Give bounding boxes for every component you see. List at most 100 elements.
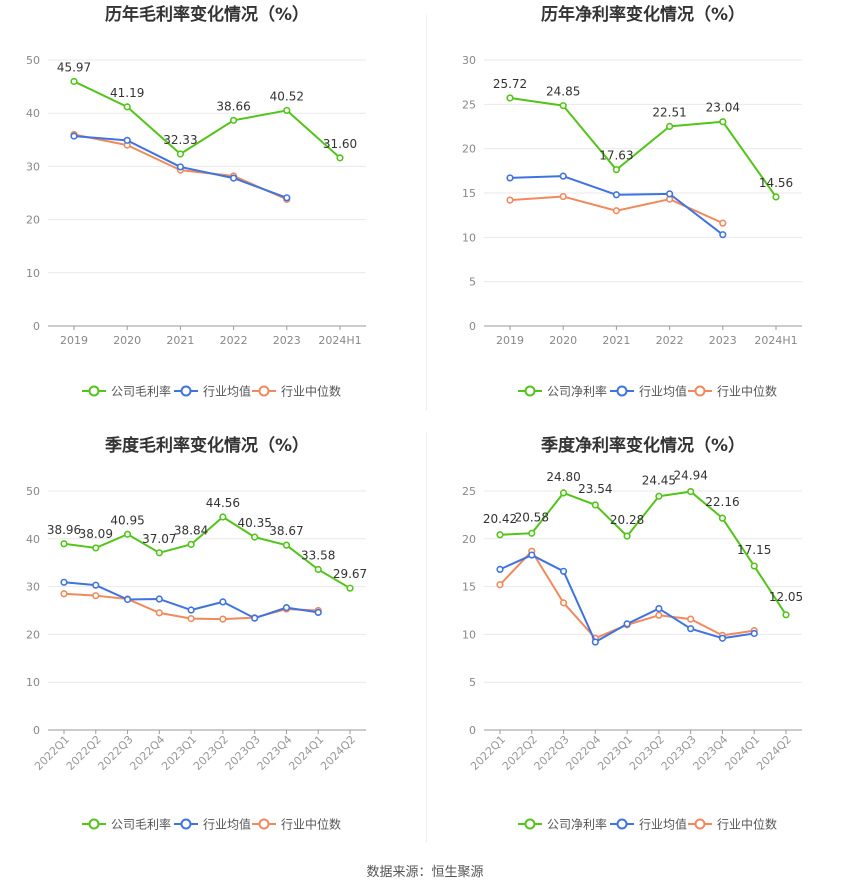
data-point bbox=[314, 608, 322, 617]
y-tick-label: 40 bbox=[26, 533, 40, 546]
x-tick-label: 2022 bbox=[220, 334, 248, 347]
legend-item-2: 行业均值 bbox=[174, 817, 251, 832]
data-label: 20.42 bbox=[483, 512, 517, 526]
data-point bbox=[251, 614, 259, 622]
data-point bbox=[750, 562, 758, 570]
legend-label: 公司净利率 bbox=[547, 384, 607, 399]
data-point bbox=[496, 565, 504, 573]
legend-label: 行业均值 bbox=[203, 817, 251, 832]
legend-item-2: 行业均值 bbox=[174, 384, 251, 399]
series-line-1 bbox=[73, 80, 341, 159]
x-tick-label: 2022 bbox=[656, 334, 684, 347]
data-point bbox=[155, 549, 163, 557]
y-tick-label: 15 bbox=[462, 187, 476, 200]
legend-label: 行业均值 bbox=[203, 384, 251, 399]
data-point bbox=[612, 166, 621, 174]
data-point bbox=[92, 544, 100, 552]
data-label: 31.60 bbox=[323, 137, 357, 151]
legend-swatch-marker bbox=[616, 385, 628, 397]
data-point bbox=[528, 529, 536, 537]
data-point bbox=[506, 196, 514, 204]
data-point bbox=[655, 492, 663, 500]
chart-2: 历年净利率变化情况（%） 0 5 10 15 20 25 30 2019 2020 2021 2022… bbox=[462, 4, 802, 399]
legend-item-1: 公司净利率 bbox=[518, 817, 607, 832]
data-point bbox=[655, 604, 663, 613]
legend-item-3: 行业中位数 bbox=[688, 384, 777, 399]
x-tick-label: 2023 bbox=[709, 334, 737, 347]
data-point bbox=[251, 533, 259, 541]
x-tick-label: 2021 bbox=[166, 334, 194, 347]
x-tick-label: 2024H1 bbox=[754, 334, 797, 347]
data-point bbox=[282, 541, 291, 549]
data-label: 37.07 bbox=[142, 532, 176, 546]
legend-label: 行业中位数 bbox=[717, 817, 777, 832]
x-tick-label: 2024Q2 bbox=[318, 733, 358, 773]
data-label: 17.15 bbox=[737, 543, 771, 557]
legend-item-2: 行业均值 bbox=[610, 384, 687, 399]
x-tick-label: 2023 bbox=[273, 334, 301, 347]
data-label: 44.56 bbox=[206, 496, 240, 510]
data-point bbox=[176, 150, 184, 158]
legend-item-1: 公司净利率 bbox=[518, 384, 607, 399]
data-point bbox=[123, 595, 132, 604]
data-point bbox=[123, 136, 131, 144]
data-point bbox=[60, 578, 68, 586]
data-label: 23.04 bbox=[706, 101, 740, 115]
y-tick-label: 20 bbox=[462, 143, 476, 156]
series-line-2 bbox=[509, 175, 724, 236]
data-point bbox=[496, 581, 504, 589]
y-tick-label: 0 bbox=[469, 320, 476, 333]
data-point bbox=[718, 514, 727, 522]
data-source-note: 数据来源：恒生聚源 bbox=[366, 865, 484, 880]
legend-item-1: 公司毛利率 bbox=[82, 817, 171, 832]
data-point bbox=[283, 106, 291, 115]
legend-label: 行业中位数 bbox=[281, 384, 341, 399]
data-point bbox=[528, 551, 536, 559]
y-tick-label: 0 bbox=[33, 724, 40, 737]
chart-title: 历年净利率变化情况（%） bbox=[541, 4, 745, 25]
data-point bbox=[718, 634, 727, 642]
data-label: 40.35 bbox=[237, 516, 271, 530]
data-point bbox=[655, 611, 663, 619]
data-point bbox=[665, 122, 674, 131]
y-tick-label: 25 bbox=[462, 98, 476, 111]
panel-divider-top bbox=[426, 15, 427, 410]
data-point bbox=[219, 598, 227, 606]
data-label: 40.52 bbox=[270, 89, 304, 103]
y-tick-label: 50 bbox=[26, 54, 40, 67]
data-point bbox=[506, 174, 514, 182]
legend-swatch-marker bbox=[524, 385, 536, 397]
x-tick-label: 2021 bbox=[602, 334, 630, 347]
data-point bbox=[719, 231, 727, 239]
data-point bbox=[559, 192, 567, 201]
data-label: 40.95 bbox=[110, 513, 144, 527]
data-point bbox=[687, 625, 695, 633]
data-point bbox=[623, 532, 631, 540]
legend-item-3: 行业中位数 bbox=[252, 384, 341, 399]
legend-swatch-marker bbox=[258, 818, 270, 830]
data-point bbox=[187, 540, 195, 548]
data-label: 25.72 bbox=[493, 77, 527, 91]
data-label: 38.84 bbox=[174, 523, 208, 537]
legend-swatch-marker bbox=[88, 818, 100, 830]
data-point bbox=[60, 540, 68, 548]
data-point bbox=[314, 565, 322, 574]
data-label: 14.56 bbox=[759, 176, 793, 190]
data-label: 20.58 bbox=[515, 510, 549, 524]
series-line-1 bbox=[63, 516, 351, 590]
data-point bbox=[230, 174, 238, 182]
data-point bbox=[123, 530, 132, 538]
data-point bbox=[70, 77, 78, 86]
data-point bbox=[559, 567, 568, 575]
series-line-1 bbox=[499, 490, 787, 616]
data-point bbox=[283, 194, 291, 202]
chart-1: 历年毛利率变化情况（%） 0 10 20 30 40 50 2019 2020 2021 2022 2… bbox=[26, 4, 366, 399]
data-point bbox=[70, 132, 78, 140]
legend-swatch-marker bbox=[694, 385, 706, 397]
legend-swatch-marker bbox=[258, 385, 270, 397]
data-label: 41.19 bbox=[110, 86, 144, 100]
y-tick-label: 20 bbox=[26, 214, 40, 227]
data-point bbox=[612, 207, 621, 215]
data-point bbox=[496, 531, 504, 539]
y-tick-label: 0 bbox=[33, 320, 40, 333]
